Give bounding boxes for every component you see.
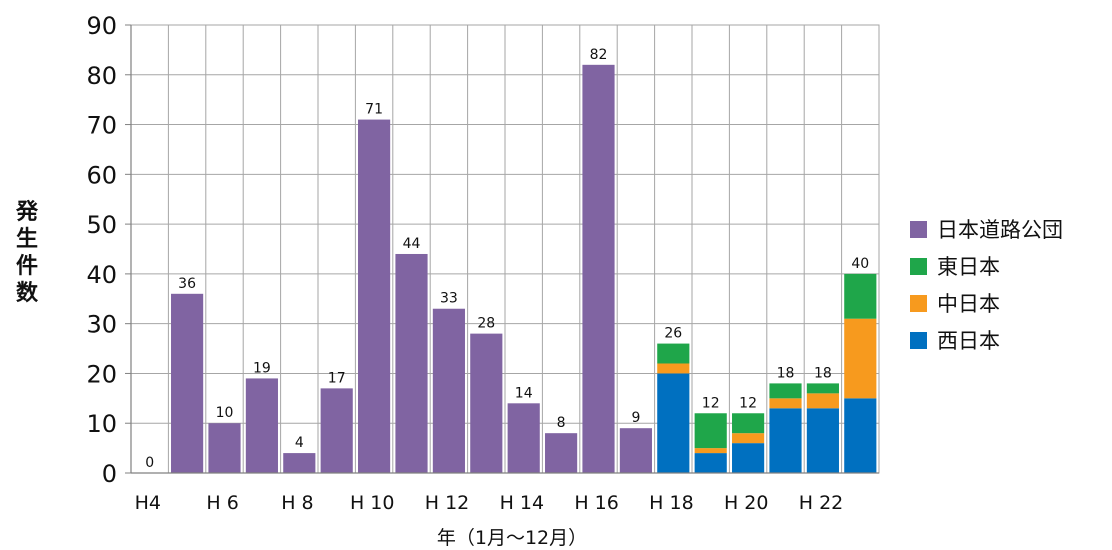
data-labels: 0 36 10 19 4 17 71 44 33 28 14 8 82 9 26 12 12 18 18 40 [145, 47, 869, 471]
bar-segment [619, 428, 652, 473]
y-title-char: 発 [15, 200, 39, 225]
bar-segment [769, 408, 802, 473]
bar-segment [320, 388, 353, 473]
data-label: 36 [178, 276, 196, 292]
bar-segment [507, 403, 540, 473]
bar-segment [806, 393, 839, 409]
bar-segment [657, 363, 690, 374]
data-label: 0 [145, 455, 154, 471]
data-label: 17 [328, 370, 346, 386]
legend-label: 東日本 [937, 255, 1000, 279]
bar-stacks [171, 64, 877, 474]
y-tick-label: 90 [86, 12, 117, 40]
bar-segment [732, 433, 765, 444]
legend-swatch [910, 332, 927, 349]
bar-segment [432, 308, 465, 473]
bar-segment [806, 408, 839, 473]
bar-segment [844, 398, 877, 473]
data-label: 26 [664, 326, 682, 342]
x-tick-label: H4 [135, 492, 161, 514]
bar-segment [769, 398, 802, 409]
bar-segment [171, 293, 204, 473]
bar-segment [769, 383, 802, 399]
bar-segment [582, 64, 615, 474]
y-tick-label: 50 [86, 211, 117, 239]
x-tick-label: H 22 [799, 492, 844, 514]
bar-segment [358, 119, 391, 474]
bar-segment [545, 433, 578, 473]
bar-segment [245, 378, 278, 473]
bar-segment [732, 413, 765, 434]
data-label: 40 [851, 256, 869, 272]
y-tick-label: 0 [102, 460, 117, 488]
data-label: 8 [557, 415, 566, 431]
legend-label: 中日本 [937, 292, 1000, 316]
bar-segment [283, 453, 316, 473]
y-tick-label: 70 [86, 112, 117, 140]
bar-segment [694, 413, 727, 449]
bar-segment [470, 333, 503, 473]
bar-segment [694, 453, 727, 473]
x-tick-label: H 8 [281, 492, 313, 514]
data-label: 28 [477, 316, 495, 332]
x-axis-title: 年（1月～12月） [437, 527, 587, 549]
x-tick-label: H 6 [206, 492, 238, 514]
x-tick-label: H 12 [425, 492, 470, 514]
legend-label: 日本道路公団 [937, 218, 1063, 242]
data-label: 82 [590, 47, 608, 63]
y-title-char: 数 [16, 280, 39, 306]
bar-segment [732, 443, 765, 473]
legend-swatch [910, 258, 927, 275]
bar-segment [657, 343, 690, 364]
y-tick-label: 60 [86, 161, 117, 189]
data-label: 14 [515, 385, 533, 401]
bar-segment [208, 423, 241, 473]
data-label: 71 [365, 102, 383, 118]
data-label: 18 [814, 365, 832, 381]
x-tick-label: H 16 [574, 492, 619, 514]
data-label: 12 [702, 395, 720, 411]
legend-swatch [910, 295, 927, 312]
x-tick-label: H 18 [649, 492, 694, 514]
data-label: 18 [777, 365, 795, 381]
x-tick-label: H 20 [724, 492, 769, 514]
data-label: 33 [440, 291, 458, 307]
data-label: 44 [403, 236, 421, 252]
grid-lines [130, 24, 880, 474]
y-tick-label: 30 [86, 311, 117, 339]
bar-segment [844, 273, 877, 319]
y-tick-label: 20 [86, 360, 117, 388]
data-label: 19 [253, 360, 271, 376]
bar-segment [844, 318, 877, 399]
legend-swatch [910, 221, 927, 238]
data-label: 12 [739, 395, 757, 411]
data-label: 4 [295, 435, 304, 451]
x-tick-label: H 10 [350, 492, 395, 514]
bar-segment [657, 373, 690, 473]
bar-segment [395, 253, 428, 473]
data-label: 10 [216, 405, 234, 421]
y-tick-label: 10 [86, 410, 117, 438]
y-title-char: 件 [16, 254, 38, 279]
y-tick-label: 40 [86, 261, 117, 289]
bar-segment [694, 448, 727, 454]
x-axis: H4 H 6 H 8 H 10 H 12 H 14 H 16 H 18 H 20 H 22 [131, 472, 879, 514]
data-label: 9 [631, 410, 640, 426]
legend-label: 西日本 [937, 329, 1000, 353]
x-tick-label: H 14 [500, 492, 545, 514]
y-tick-label: 80 [86, 62, 117, 90]
bar-segment [806, 383, 839, 394]
y-title-char: 生 [16, 227, 38, 252]
y-axis: 0 10 20 30 40 50 60 70 80 90 [86, 12, 132, 488]
